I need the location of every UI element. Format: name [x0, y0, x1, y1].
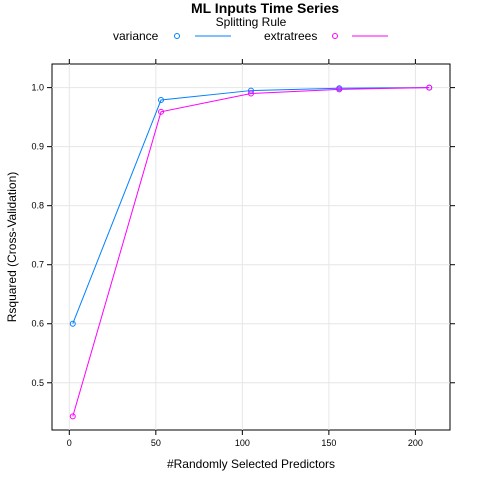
- x-tick-label: 50: [151, 438, 161, 448]
- axis-ticks: 0 50 100 150 200 0.5 0.6 0.7 0.8 0.9 1.0: [31, 59, 455, 448]
- data-point-variance: [69, 320, 76, 327]
- x-tick-label: 0: [67, 438, 72, 448]
- x-tick-label: 100: [235, 438, 250, 448]
- data-point-extratrees: [336, 86, 343, 93]
- legend-title: Splitting Rule: [216, 15, 287, 29]
- legend-marker-variance: [174, 33, 180, 39]
- plot-frame: [51, 63, 451, 431]
- data-point-variance: [158, 97, 165, 104]
- y-tick-label: 0.6: [31, 319, 44, 329]
- y-tick-label: 0.9: [31, 142, 44, 152]
- legend-label-variance: variance: [113, 29, 159, 43]
- y-tick-label: 0.7: [31, 260, 44, 270]
- data-series: [69, 84, 433, 420]
- data-point-extratrees: [426, 84, 433, 91]
- data-point-extratrees: [248, 90, 254, 97]
- y-tick-label: 0.5: [31, 378, 44, 388]
- chart-title: ML Inputs Time Series: [191, 0, 339, 16]
- x-axis-label: #Randomly Selected Predictors: [167, 457, 335, 471]
- legend-label-extratrees: extratrees: [264, 29, 317, 43]
- legend: variance extratrees: [113, 29, 388, 43]
- y-axis-label: Rsquared (Cross-Validation): [5, 172, 19, 323]
- gridlines: [52, 64, 450, 430]
- data-point-extratrees: [158, 108, 165, 115]
- data-point-extratrees: [69, 413, 76, 420]
- legend-marker-extratrees: [332, 33, 338, 39]
- series-line-extratrees: [72, 87, 430, 417]
- x-tick-label: 200: [408, 438, 423, 448]
- y-tick-label: 0.8: [31, 201, 44, 211]
- x-tick-label: 150: [321, 438, 336, 448]
- y-tick-label: 1.0: [31, 83, 44, 93]
